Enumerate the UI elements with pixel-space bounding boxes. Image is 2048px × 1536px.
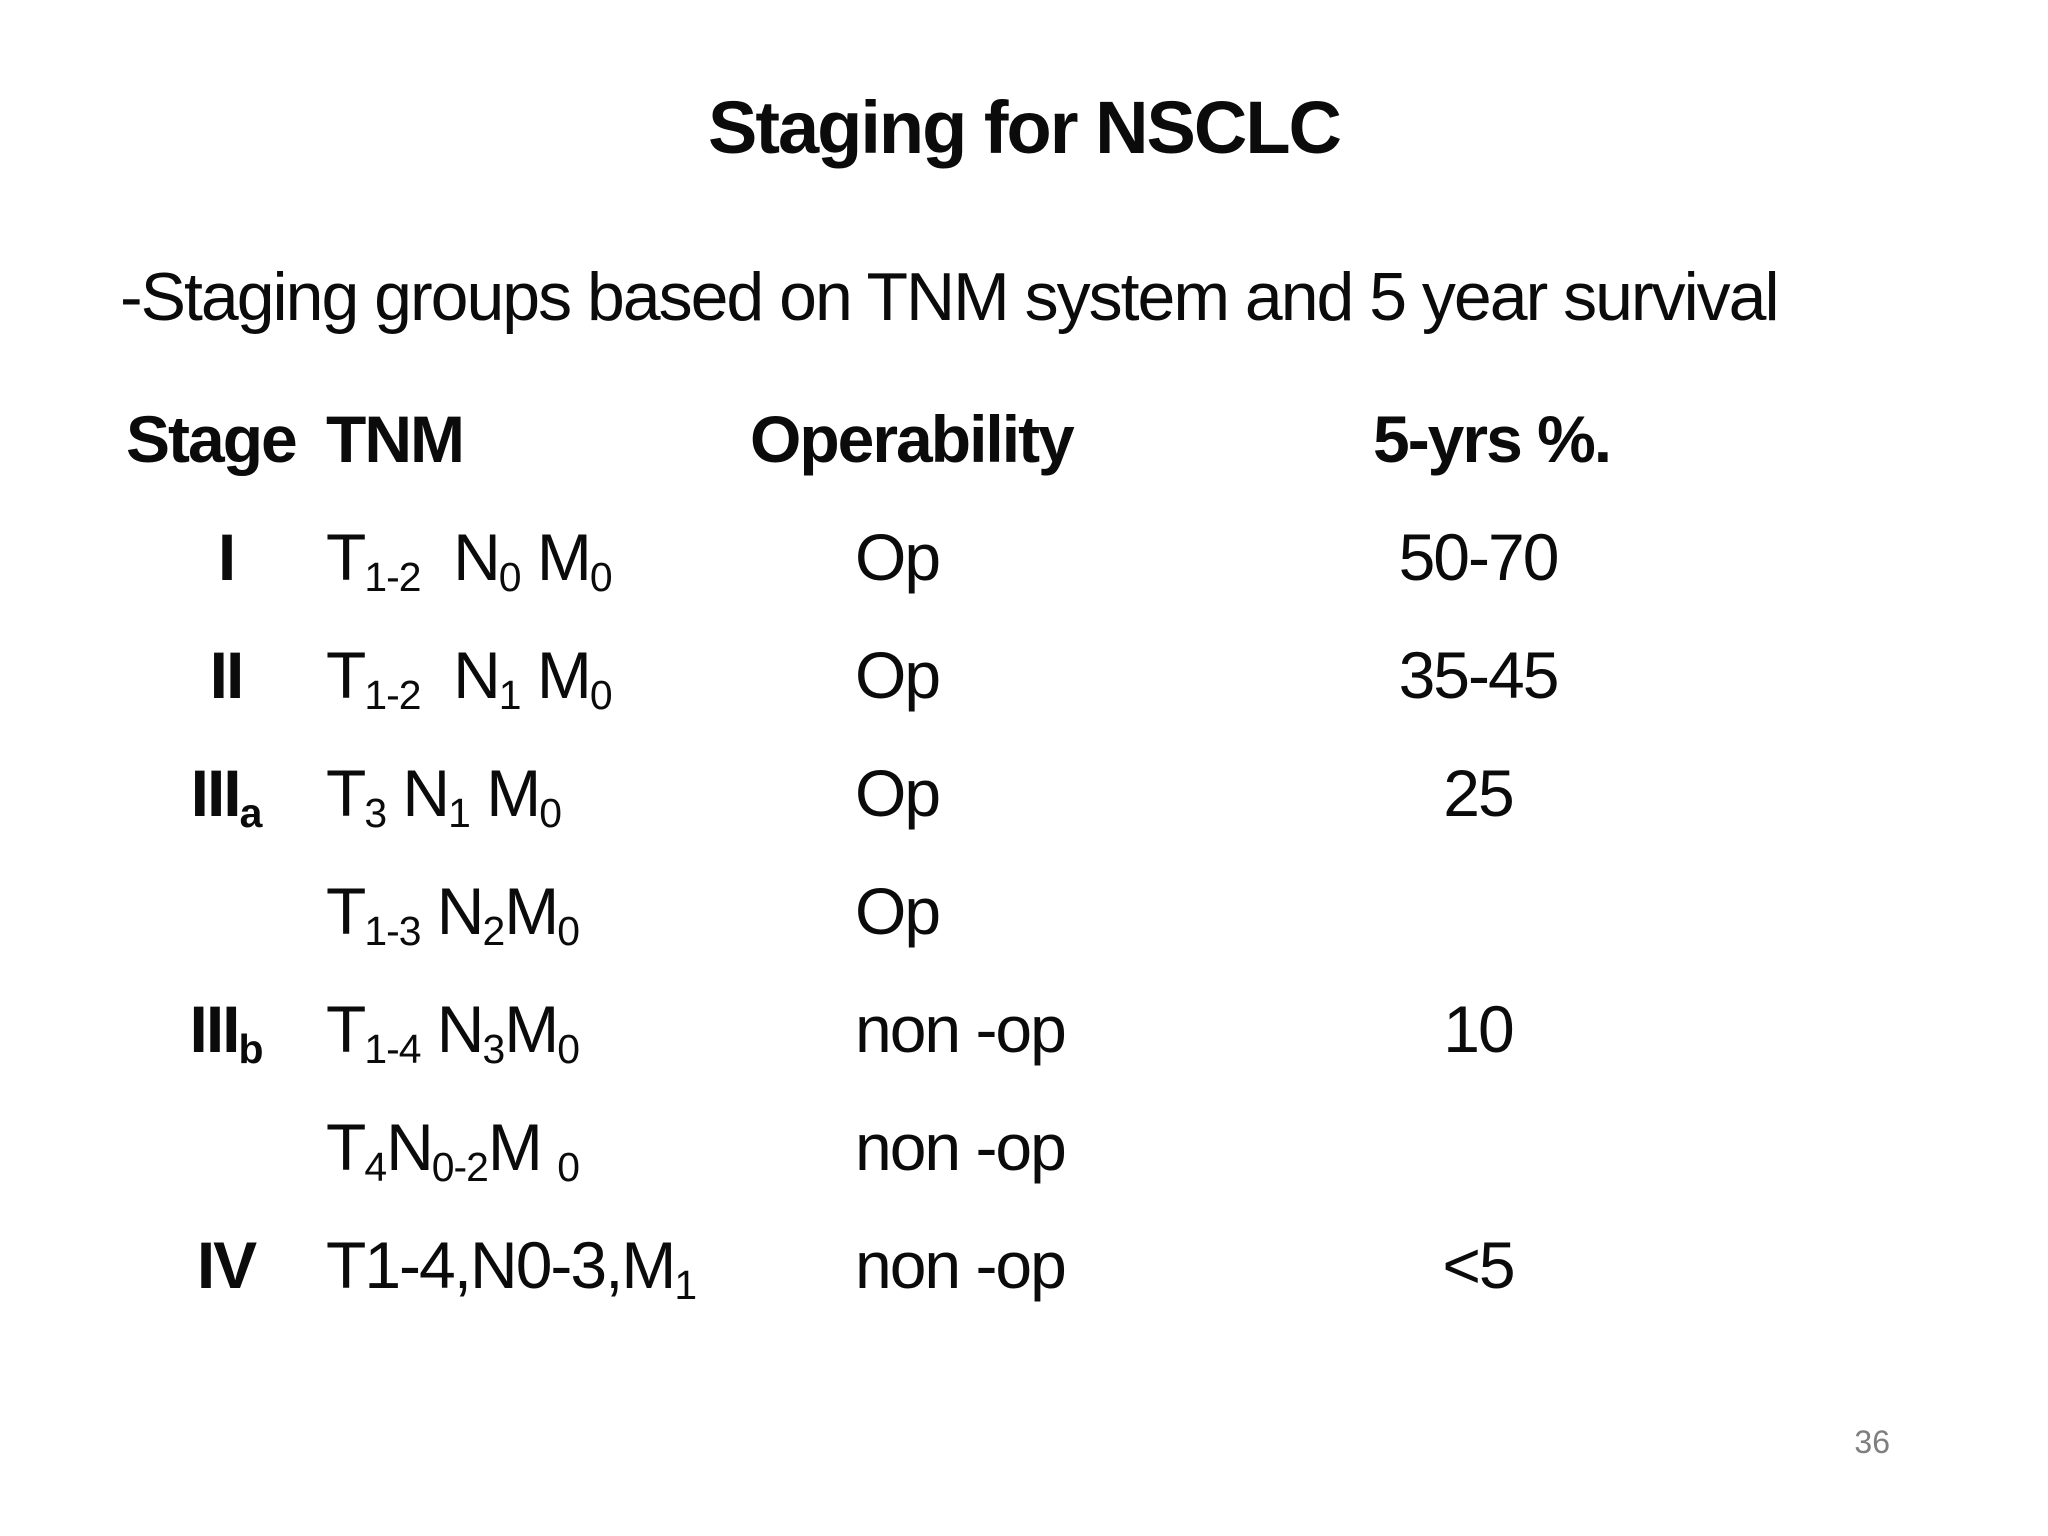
subscript: 1 <box>674 1262 697 1309</box>
operability-cell: non -op <box>855 1110 1067 1184</box>
subscript: 0 <box>557 1144 580 1191</box>
stage-cell: IIIb <box>189 992 263 1073</box>
table-row: IIIa T3 N1 M0 Op 25 <box>126 734 2048 852</box>
subscript: 1 <box>448 790 471 837</box>
operability-cell: Op <box>855 520 941 594</box>
subscript: a <box>239 790 263 837</box>
slide-title: Staging for NSCLC <box>708 86 1342 169</box>
table-row: T1-3 N2M0 Op <box>126 852 2048 970</box>
stage-cell: IIIa <box>190 756 263 837</box>
operability-cell: non -op <box>855 1228 1067 1302</box>
subscript: 1-2 <box>364 554 421 601</box>
tnm-cell: T3 N1 M0 <box>326 756 562 837</box>
subscript: 3 <box>364 790 387 837</box>
stage-cell: I <box>217 520 236 594</box>
table-row: T4N0-2M 0 non -op <box>126 1088 2048 1206</box>
staging-table-body: I T1-2 N0 M0 Op 50-70 II T1-2 N1 M0 Op 35-45 III… <box>126 498 2048 1324</box>
subscript: 4 <box>364 1144 387 1191</box>
operability-cell: Op <box>855 874 941 948</box>
tnm-cell: T1-2 N1 M0 <box>326 638 613 719</box>
stage-cell: IV <box>196 1228 257 1302</box>
header-stage: Stage <box>126 402 298 476</box>
subscript: 0 <box>557 1026 580 1073</box>
subscript: 0 <box>589 672 613 719</box>
survival-cell: <5 <box>1442 1228 1515 1302</box>
subscript: 2 <box>482 908 505 955</box>
page-number: 36 <box>1854 1424 1890 1460</box>
subscript: b <box>238 1026 264 1073</box>
subscript: 0 <box>498 554 522 601</box>
subscript: 0 <box>589 554 613 601</box>
survival-cell: 50-70 <box>1398 520 1560 594</box>
subscript: 1-4 <box>364 1026 421 1073</box>
subscript: 0-2 <box>431 1144 489 1191</box>
stage-cell: II <box>209 638 245 712</box>
tnm-cell: T1-3 N2M0 <box>326 874 580 955</box>
tnm-cell: T1-4 N3M0 <box>326 992 580 1073</box>
subscript: 1-2 <box>364 672 421 719</box>
subscript: 1 <box>498 672 522 719</box>
subscript: 0 <box>539 790 562 837</box>
tnm-cell: T4N0-2M 0 <box>326 1110 580 1191</box>
slide-subtitle: -Staging groups based on TNM system and … <box>120 259 1780 335</box>
subscript: 1-3 <box>364 908 421 955</box>
tnm-cell: T1-2 N0 M0 <box>326 520 613 601</box>
survival-cell: 10 <box>1443 992 1514 1066</box>
table-header-row: Stage TNM Operability 5-yrs %. <box>126 380 2048 498</box>
subscript: 0 <box>557 908 580 955</box>
survival-cell: 25 <box>1443 756 1514 830</box>
table-row: IIIb T1-4 N3M0 non -op 10 <box>126 970 2048 1088</box>
subscript: 3 <box>482 1026 505 1073</box>
header-tnm: TNM <box>326 402 465 476</box>
table-row: IV T1-4,N0-3,M1 non -op <5 <box>126 1206 2048 1324</box>
table-row: II T1-2 N1 M0 Op 35-45 <box>126 616 2048 734</box>
staging-table: Stage TNM Operability 5-yrs %. I T1-2 N0 … <box>126 380 2048 1324</box>
tnm-cell: T1-4,N0-3,M1 <box>326 1228 697 1309</box>
operability-cell: non -op <box>855 992 1067 1066</box>
header-operability: Operability <box>750 402 1075 476</box>
operability-cell: Op <box>855 638 941 712</box>
survival-cell: 35-45 <box>1398 638 1560 712</box>
operability-cell: Op <box>855 756 941 830</box>
header-survival: 5-yrs %. <box>1373 402 1612 476</box>
table-row: I T1-2 N0 M0 Op 50-70 <box>126 498 2048 616</box>
